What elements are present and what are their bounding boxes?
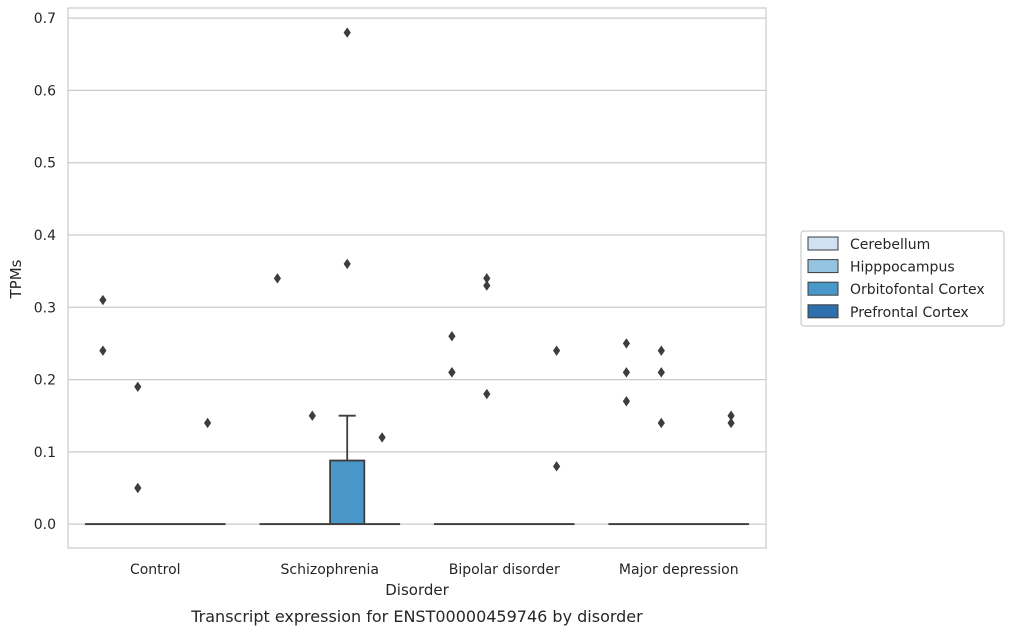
outlier-point [343,27,351,38]
legend-swatch [807,236,839,251]
outlier-point [622,338,630,349]
y-axis-label: TPMs [7,259,25,299]
outlier-point [343,258,351,270]
x-tick-label: Control [130,562,181,578]
outlier-point [657,345,665,356]
x-tick-label: Schizophrenia [281,562,379,578]
outlier-point [378,432,386,443]
legend-swatch [807,304,839,319]
legend-swatch [807,259,839,274]
legend: Cerebellum Hipppocampus Orbitofontal Corte… [800,230,1005,327]
legend-item: Prefrontal Cortex [807,304,969,321]
outlier-point [553,345,561,356]
y-tick-label: 0.3 [34,300,56,316]
legend-swatch [807,281,839,296]
y-tick-labels: 0.0 0.1 0.2 0.3 0.4 0.5 0.6 0.7 [34,11,56,533]
outlier-point [483,280,491,291]
outlier-point [727,417,735,429]
plot-frame [67,7,767,549]
outlier-point [134,482,142,494]
outlier-point [273,273,281,284]
x-axis-label: Disorder [385,581,449,599]
outlier-point [448,330,456,342]
outlier-point [622,396,630,407]
chart-title: Transcript expression for ENST0000045974… [190,607,643,626]
outlier-point [134,381,142,392]
legend-label: Orbitofontal Cortex [850,282,985,298]
outlier-point [99,294,107,306]
legend-label: Hipppocampus [850,260,955,276]
y-tick-label: 0.7 [34,11,56,27]
y-tick-label: 0.6 [34,83,56,99]
y-tick-label: 0.0 [34,517,56,533]
outlier-point [204,417,212,429]
y-tick-label: 0.1 [34,445,56,461]
legend-item: Orbitofontal Cortex [807,281,985,298]
box-marks [84,414,750,526]
legend-label: Prefrontal Cortex [850,305,969,321]
legend-frame [800,230,1005,327]
x-tick-labels: Control Schizophrenia Bipolar disorder Majo… [130,562,739,578]
outlier-point [448,367,456,378]
outlier-point [553,461,561,472]
box-orbitofontal-cortex-1 [329,414,366,526]
box-iqr [329,459,366,526]
y-tick-label: 0.2 [34,373,56,389]
outlier-point [622,367,630,378]
y-tick-label: 0.4 [34,228,56,244]
outlier-point [657,367,665,378]
outlier-point [727,410,735,421]
outlier-point [308,410,316,421]
outlier-marks [99,27,735,494]
legend-item: Hipppocampus [807,259,955,276]
gridlines [68,17,766,525]
x-tick-label: Major depression [619,562,739,578]
outlier-point [483,273,491,284]
legend-item: Cerebellum [807,236,930,253]
x-tick-label: Bipolar disorder [449,562,560,578]
y-tick-label: 0.5 [34,156,56,172]
legend-label: Cerebellum [850,237,930,253]
outlier-point [99,345,107,356]
outlier-point [657,417,665,429]
outlier-point [483,388,491,400]
